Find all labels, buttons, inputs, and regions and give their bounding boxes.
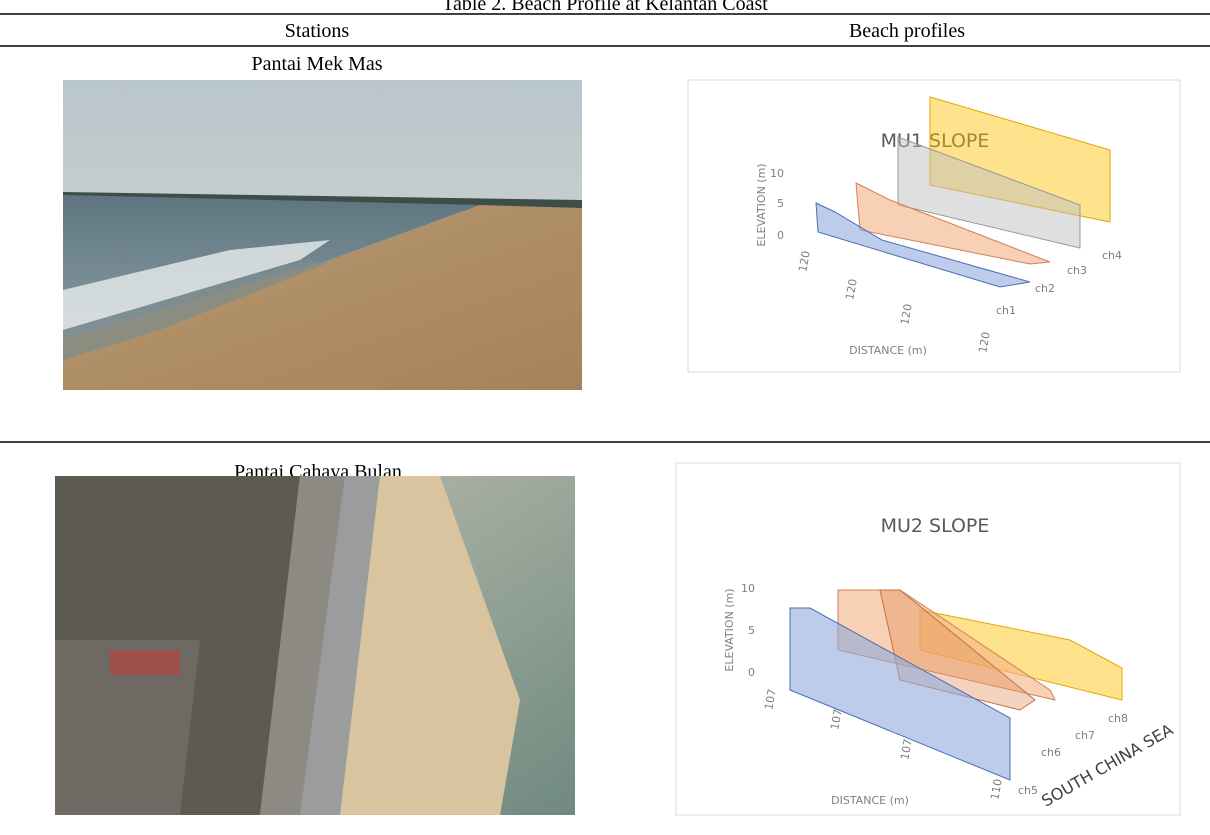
series-label: ch7 [1075, 729, 1095, 742]
tick-label: 107 [828, 708, 844, 731]
axis-label: DISTANCE (m) [831, 794, 909, 807]
chart-title: MU2 SLOPE [881, 515, 990, 537]
tick-label: 110 [988, 778, 1004, 801]
axis-label: DISTANCE (m) [849, 344, 927, 357]
series-label: ch5 [1018, 784, 1038, 797]
series-label: ch3 [1067, 264, 1087, 277]
aerial-photo [55, 476, 575, 815]
tick-label: 0 [777, 229, 784, 242]
tick-label: 0 [748, 666, 755, 679]
axis-label: ELEVATION (m) [755, 163, 768, 246]
tick-label: 5 [777, 197, 784, 210]
series-label: ch6 [1041, 746, 1061, 759]
tick-label: 10 [741, 582, 755, 595]
tick-label: 107 [762, 688, 778, 711]
series-label: ch2 [1035, 282, 1055, 295]
header-cell: Stations [285, 20, 350, 42]
series-label: ch1 [996, 304, 1016, 317]
tick-label: 107 [898, 738, 914, 761]
header-cell: Beach profiles [849, 20, 965, 42]
tick-label: 120 [976, 331, 992, 354]
beach-photo [63, 80, 582, 390]
series-label: ch8 [1108, 712, 1128, 725]
table-title: Table 2. Beach Profile at Kelantan Coast [442, 0, 768, 15]
tick-label: 120 [898, 303, 914, 326]
tick-label: 120 [843, 278, 859, 301]
station-name: Pantai Mek Mas [251, 53, 382, 75]
tick-label: 5 [748, 624, 755, 637]
axis-label: ELEVATION (m) [723, 588, 736, 671]
series-label: ch4 [1102, 249, 1122, 262]
profile-chart: MU2 SLOPE ELEVATION (m) 10 5 0 107 107 1… [675, 462, 1181, 816]
tick-label: 120 [796, 250, 812, 273]
tick-label: 10 [770, 167, 784, 180]
profile-chart: MU1 SLOPE ELEVATION (m) 10 5 0 120 120 1… [687, 79, 1181, 373]
